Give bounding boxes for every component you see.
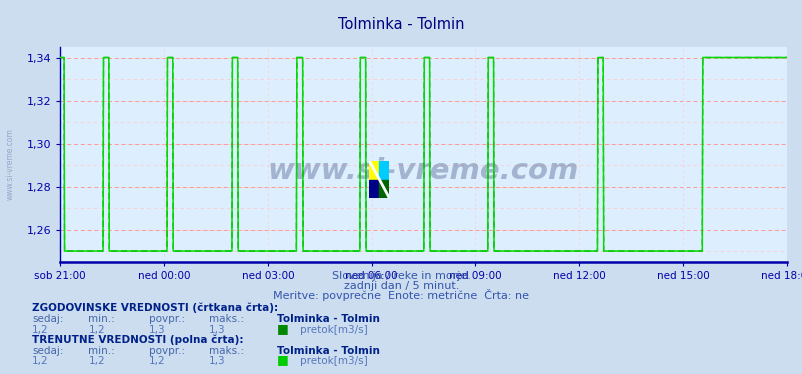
Text: 1,3: 1,3	[209, 356, 225, 366]
Text: 1,2: 1,2	[88, 325, 105, 335]
Text: ■: ■	[277, 353, 289, 366]
Text: www.si-vreme.com: www.si-vreme.com	[6, 129, 15, 200]
Text: maks.:: maks.:	[209, 315, 244, 324]
Text: 1,2: 1,2	[32, 356, 49, 366]
Text: Meritve: povprečne  Enote: metrične  Črta: ne: Meritve: povprečne Enote: metrične Črta:…	[273, 289, 529, 301]
Text: zadnji dan / 5 minut.: zadnji dan / 5 minut.	[343, 281, 459, 291]
Text: min.:: min.:	[88, 315, 115, 324]
Text: min.:: min.:	[88, 346, 115, 356]
Text: www.si-vreme.com: www.si-vreme.com	[268, 157, 578, 186]
Text: sedaj:: sedaj:	[32, 315, 63, 324]
Text: ■: ■	[277, 322, 289, 335]
Text: Tolminka - Tolmin: Tolminka - Tolmin	[338, 17, 464, 32]
Text: pretok[m3/s]: pretok[m3/s]	[299, 356, 367, 366]
Text: ZGODOVINSKE VREDNOSTI (črtkana črta):: ZGODOVINSKE VREDNOSTI (črtkana črta):	[32, 303, 278, 313]
Text: 1,3: 1,3	[148, 325, 165, 335]
Text: 1,3: 1,3	[209, 325, 225, 335]
Text: 1,2: 1,2	[32, 325, 49, 335]
Text: Tolminka - Tolmin: Tolminka - Tolmin	[277, 346, 379, 356]
Text: Tolminka - Tolmin: Tolminka - Tolmin	[277, 315, 379, 324]
Text: maks.:: maks.:	[209, 346, 244, 356]
Text: Slovenija / reke in morje.: Slovenija / reke in morje.	[332, 271, 470, 280]
Text: sedaj:: sedaj:	[32, 346, 63, 356]
Bar	[379, 180, 389, 198]
Bar	[379, 161, 389, 180]
Text: povpr.:: povpr.:	[148, 315, 184, 324]
Text: povpr.:: povpr.:	[148, 346, 184, 356]
Text: TRENUTNE VREDNOSTI (polna črta):: TRENUTNE VREDNOSTI (polna črta):	[32, 335, 243, 345]
Text: pretok[m3/s]: pretok[m3/s]	[299, 325, 367, 335]
Text: 1,2: 1,2	[148, 356, 165, 366]
Bar	[369, 180, 379, 198]
Bar	[369, 161, 379, 180]
Text: 1,2: 1,2	[88, 356, 105, 366]
